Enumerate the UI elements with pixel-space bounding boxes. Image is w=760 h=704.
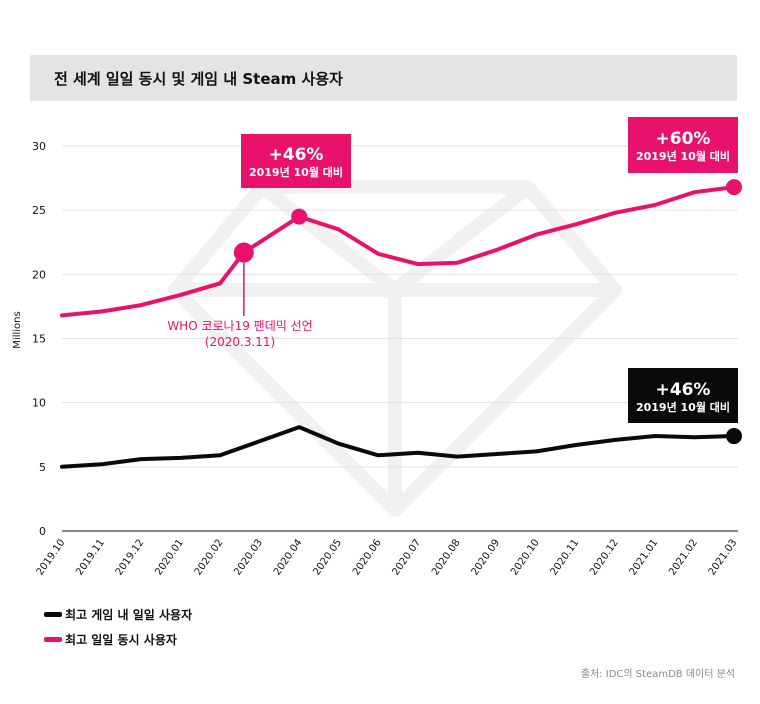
legend-item-black: 최고 게임 내 일일 사용자 [44, 606, 192, 623]
y-tick-label: 0 [39, 525, 46, 538]
legend-item-pink: 최고 일일 동시 사용자 [44, 631, 177, 648]
legend-label-black: 최고 게임 내 일일 사용자 [65, 608, 193, 622]
y-axis-label: Millions [12, 311, 23, 348]
y-tick-label: 25 [32, 204, 46, 217]
y-tick-label: 15 [32, 333, 46, 346]
x-tick-label: 2020.12 [588, 537, 621, 577]
x-tick-label: 2019.12 [114, 537, 147, 577]
legend-label-pink: 최고 일일 동시 사용자 [65, 633, 177, 647]
callout-pink-peak-value: +46% [268, 145, 324, 165]
callout-pink-end-note: 2019년 10월 대비 [635, 150, 731, 163]
x-tick-label: 2021.01 [628, 537, 661, 577]
y-tick-label: 10 [32, 397, 46, 410]
x-tick-label: 2019.10 [35, 537, 68, 577]
diamond-watermark-icon [168, 180, 622, 517]
gridlines [62, 145, 738, 532]
title-bar: 전 세계 일일 동시 및 게임 내 Steam 사용자 [30, 55, 737, 101]
callout-black-end-value: +46% [655, 380, 711, 400]
callout-pink-end-value: +60% [655, 129, 711, 149]
legend-swatch-black [44, 612, 62, 617]
who-annotation-label: WHO 코로나19 팬데믹 선언 [167, 319, 313, 333]
series-marker [726, 179, 742, 196]
y-tick-label: 30 [32, 140, 46, 153]
x-tick-label: 2020.09 [470, 537, 503, 577]
y-tick-label: 20 [32, 268, 46, 281]
series-line-0 [60, 185, 736, 318]
series-line-1 [60, 425, 736, 469]
x-tick-label: 2020.11 [549, 537, 582, 577]
x-tick-labels: 2019.10 2019.11 2019.12 2020.01 2020.02 2020.… [35, 537, 740, 577]
series-lines [60, 185, 736, 469]
y-tick-label: 5 [39, 461, 46, 474]
series-marker [233, 242, 254, 263]
x-tick-label: 2020.05 [311, 537, 344, 577]
callout-black-end: +46% 2019년 10월 대비 [628, 368, 738, 423]
callout-pink-end: +60% 2019년 10월 대비 [628, 117, 738, 173]
x-tick-label: 2020.04 [272, 537, 305, 577]
callout-pink-peak-note: 2019년 10월 대비 [248, 166, 344, 179]
who-annotation-date: (2020.3.11) [204, 335, 276, 349]
callout-pink-peak: +46% 2019년 10월 대비 [241, 134, 351, 188]
x-tick-label: 2020.06 [351, 537, 384, 577]
x-tick-label: 2020.08 [430, 537, 463, 577]
series-markers [233, 179, 742, 445]
x-tick-label: 2020.07 [390, 537, 423, 577]
watermark-outline [168, 180, 622, 517]
callout-black-end-note: 2019년 10월 대비 [635, 401, 731, 414]
x-tick-label: 2020.10 [509, 537, 542, 577]
who-annotation: WHO 코로나19 팬데믹 선언 (2020.3.11) [150, 318, 330, 350]
legend-swatch-pink [44, 637, 62, 642]
x-tick-label: 2019.11 [74, 537, 107, 577]
source-note: 출처: IDC의 SteamDB 데이터 분석 [580, 669, 735, 680]
chart-title: 전 세계 일일 동시 및 게임 내 Steam 사용자 [54, 70, 343, 88]
x-tick-label: 2021.03 [707, 537, 740, 577]
series-marker [726, 428, 742, 445]
x-tick-label: 2021.02 [667, 537, 700, 577]
x-tick-label: 2020.02 [193, 537, 226, 577]
y-tick-labels: 0 5 10 15 20 25 30 [32, 140, 46, 538]
series-marker [291, 208, 308, 225]
x-tick-label: 2020.01 [153, 537, 186, 577]
x-tick-label: 2020.03 [232, 537, 265, 577]
